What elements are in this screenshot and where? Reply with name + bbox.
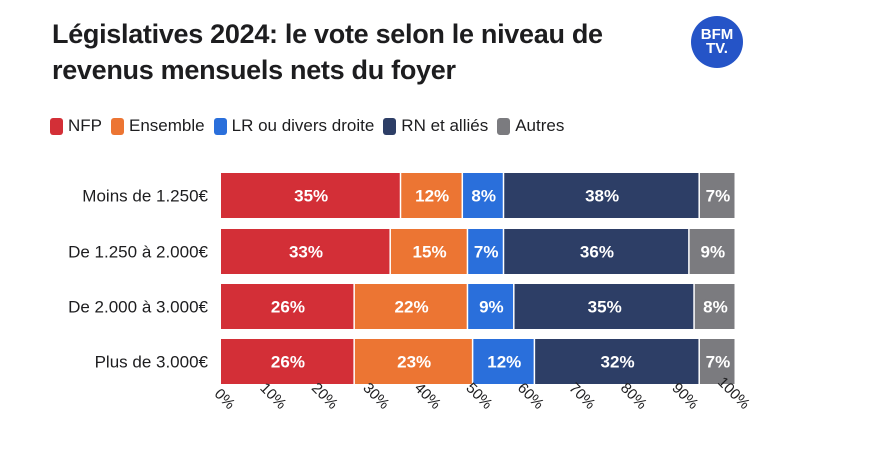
- legend-label: Ensemble: [129, 116, 205, 135]
- legend: NFP Ensemble LR ou divers droite RN et alli…: [50, 116, 573, 136]
- data-label: 9%: [701, 243, 726, 262]
- data-label: 8%: [471, 187, 496, 206]
- x-tick-label: 70%: [565, 380, 598, 413]
- bar-segment: [699, 339, 735, 384]
- data-label: 7%: [474, 243, 499, 262]
- bar-segment: [535, 339, 699, 384]
- x-tick-label: 80%: [617, 380, 650, 413]
- data-label: 7%: [706, 353, 731, 372]
- data-label: 12%: [487, 353, 521, 372]
- category-label: Moins de 1.250€: [82, 187, 208, 206]
- bar-segment: [699, 173, 735, 218]
- legend-item-0: NFP: [50, 116, 102, 136]
- data-label: 38%: [585, 187, 619, 206]
- bar-segment: [504, 229, 689, 274]
- x-tick-label: 20%: [308, 380, 341, 413]
- bar-segment: [221, 173, 400, 218]
- x-tick-label: 0%: [211, 385, 238, 412]
- bar-segment: [468, 284, 514, 329]
- bar-segment: [221, 339, 354, 384]
- x-tick-label: 10%: [256, 380, 289, 413]
- category-label: De 1.250 à 2.000€: [68, 243, 208, 262]
- legend-label: Autres: [515, 116, 565, 135]
- data-label: 36%: [580, 243, 614, 262]
- x-tick-label: 60%: [514, 380, 547, 413]
- bar-segment: [221, 229, 390, 274]
- bar-segment: [514, 284, 694, 329]
- legend-label: LR ou divers droite: [231, 116, 375, 135]
- bfmtv-logo: BFM TV.: [691, 16, 743, 68]
- x-tick-label: 40%: [411, 380, 444, 413]
- data-label: 22%: [395, 298, 429, 317]
- data-label: 26%: [271, 298, 305, 317]
- legend-swatch: [111, 117, 124, 135]
- data-label: 23%: [397, 353, 431, 372]
- legend-label: RN et alliés: [401, 116, 489, 135]
- chart-title: Législatives 2024: le vote selon le nive…: [52, 19, 603, 85]
- data-label: 26%: [271, 353, 305, 372]
- data-label: 35%: [588, 298, 622, 317]
- legend-swatch: [213, 117, 227, 135]
- bar-segment: [354, 284, 467, 329]
- bar-segment: [221, 284, 354, 329]
- category-label: Plus de 3.000€: [95, 353, 209, 372]
- legend-swatch: [497, 117, 511, 135]
- bar-segment: [354, 339, 472, 384]
- bar-segment: [473, 339, 534, 384]
- data-label: 9%: [479, 298, 504, 317]
- bar-segment: [468, 229, 503, 274]
- legend-item-1: Ensemble: [111, 116, 205, 136]
- data-label: 33%: [289, 243, 323, 262]
- data-label: 35%: [294, 187, 328, 206]
- logo-line-1: BFM: [700, 26, 734, 43]
- bar-segment: [463, 173, 503, 218]
- data-label: 15%: [413, 243, 447, 262]
- data-label: 12%: [415, 187, 449, 206]
- category-label: De 2.000 à 3.000€: [68, 298, 208, 317]
- data-label: 8%: [703, 298, 728, 317]
- legend-swatch: [50, 117, 63, 135]
- bar-segment: [689, 229, 735, 274]
- x-tick-label: 50%: [462, 380, 495, 413]
- bar-segment: [694, 284, 735, 329]
- legend-item-3: RN et alliés: [383, 116, 488, 136]
- data-label: 7%: [706, 187, 731, 206]
- legend-item-4: Autres: [497, 116, 564, 136]
- bar-segment: [504, 173, 699, 218]
- logo-line-2: TV.: [706, 40, 728, 57]
- legend-label: NFP: [68, 116, 102, 135]
- bar-segment: [390, 229, 467, 274]
- bar-segment: [401, 173, 462, 218]
- legend-item-2: LR ou divers droite: [213, 116, 375, 136]
- x-tick-label: 90%: [668, 380, 701, 413]
- data-label: 32%: [601, 353, 635, 372]
- x-tick-label: 30%: [359, 380, 392, 413]
- legend-swatch: [383, 117, 397, 135]
